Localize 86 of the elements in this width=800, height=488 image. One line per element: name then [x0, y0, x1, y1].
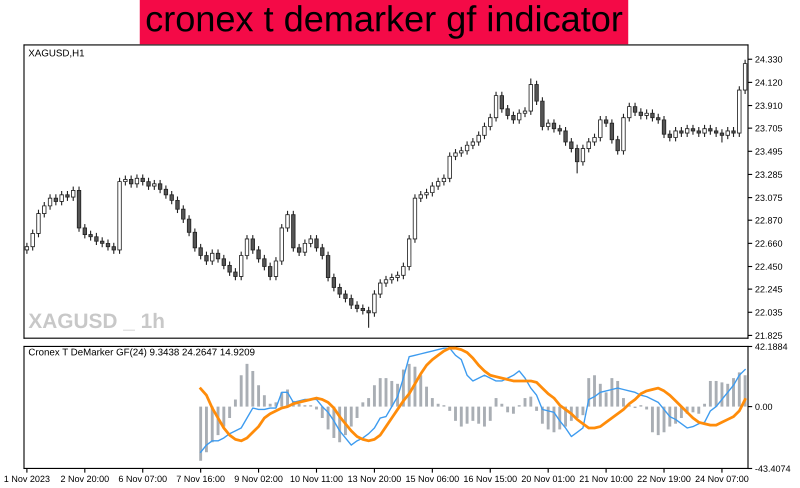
x-tick-label: 21 Nov 10:00	[580, 476, 633, 482]
y-tick-label: 23.285	[755, 171, 782, 178]
bar	[372, 385, 376, 407]
bar	[494, 398, 498, 407]
y-tick-label: 22.035	[755, 309, 782, 316]
y-tick-label: -43.4074	[755, 465, 790, 472]
bar	[692, 406, 694, 412]
bar	[477, 406, 480, 424]
bar	[662, 406, 666, 432]
bar	[708, 380, 712, 407]
bar	[448, 406, 452, 411]
y-tick-label: 24.330	[755, 56, 782, 63]
x-tick-label: 7 Nov 16:00	[176, 476, 225, 482]
bar	[257, 385, 260, 407]
bar	[645, 406, 648, 410]
bar	[703, 404, 706, 407]
bar	[604, 392, 608, 407]
x-tick-label: 1 Nov 2023	[4, 476, 50, 482]
bar	[483, 406, 486, 427]
y-tick-label: 24.120	[755, 79, 782, 86]
bar	[593, 375, 596, 407]
bar	[315, 406, 318, 410]
bar	[668, 406, 672, 427]
bar	[650, 406, 654, 432]
bar	[234, 399, 237, 407]
bar	[298, 404, 301, 407]
bar	[714, 380, 718, 407]
y-tick-label: 22.450	[755, 263, 782, 270]
bar	[222, 406, 226, 427]
bar	[616, 380, 620, 407]
x-tick-label: 6 Nov 07:00	[118, 476, 167, 482]
bar	[576, 406, 579, 418]
x-tick-label: 15 Nov 06:00	[406, 476, 459, 482]
x-tick-label: 2 Nov 20:00	[60, 476, 109, 482]
bar	[454, 406, 457, 421]
y-tick-label: 22.660	[755, 240, 782, 247]
annotation: XAGUSD,H1	[28, 50, 84, 58]
bar	[361, 402, 364, 407]
bar	[425, 386, 428, 407]
bar	[546, 406, 550, 430]
bar	[581, 406, 584, 416]
bar	[384, 378, 388, 407]
bar	[246, 364, 248, 407]
bar	[610, 378, 614, 407]
bar	[738, 372, 741, 407]
bar	[228, 406, 232, 418]
y-tick-label: 21.825	[755, 332, 782, 339]
bar	[326, 406, 330, 430]
bar	[732, 378, 735, 407]
bar	[199, 406, 202, 461]
bar	[430, 398, 434, 407]
annotation: Cronex T DeMarker GF(24) 9.3438 24.2647 14.9209	[28, 348, 255, 358]
bar	[524, 398, 526, 407]
bar	[262, 395, 266, 407]
bar	[268, 404, 272, 407]
y-tick-label: 22.245	[755, 286, 782, 292]
bar	[506, 406, 510, 412]
y-tick-label: 23.495	[755, 148, 782, 155]
bar	[674, 406, 678, 424]
bar	[500, 404, 504, 407]
bar	[512, 406, 515, 414]
y-tick-label: 23.705	[755, 125, 782, 132]
x-tick-label: 9 Nov 02:00	[234, 476, 283, 482]
y-tick-label: 23.075	[755, 194, 782, 201]
y-tick-label: 22.870	[755, 217, 782, 224]
chart-title: cronex t demarker gf indicator	[146, 5, 622, 39]
y-tick-label: 23.910	[755, 102, 782, 109]
bar	[552, 406, 556, 432]
bar	[356, 406, 358, 418]
bar	[622, 398, 625, 407]
bar	[367, 398, 370, 407]
bar	[436, 404, 440, 407]
bar	[598, 384, 602, 407]
x-tick-label: 13 Nov 20:00	[348, 476, 401, 482]
bar	[466, 406, 469, 424]
bar	[720, 382, 724, 407]
x-tick-label: 20 Nov 01:00	[522, 476, 575, 482]
x-tick-label: 16 Nov 15:00	[464, 476, 517, 482]
x-tick-label: 22 Nov 19:00	[638, 476, 691, 482]
bar	[205, 406, 208, 452]
bar	[535, 406, 538, 411]
x-tick-label: 10 Nov 11:00	[290, 476, 343, 482]
y-tick-label: 42.1884	[755, 343, 788, 350]
y-tick-label: 0.00	[755, 404, 772, 410]
bar	[471, 406, 474, 421]
x-tick-label: 24 Nov 07:00	[696, 476, 748, 482]
